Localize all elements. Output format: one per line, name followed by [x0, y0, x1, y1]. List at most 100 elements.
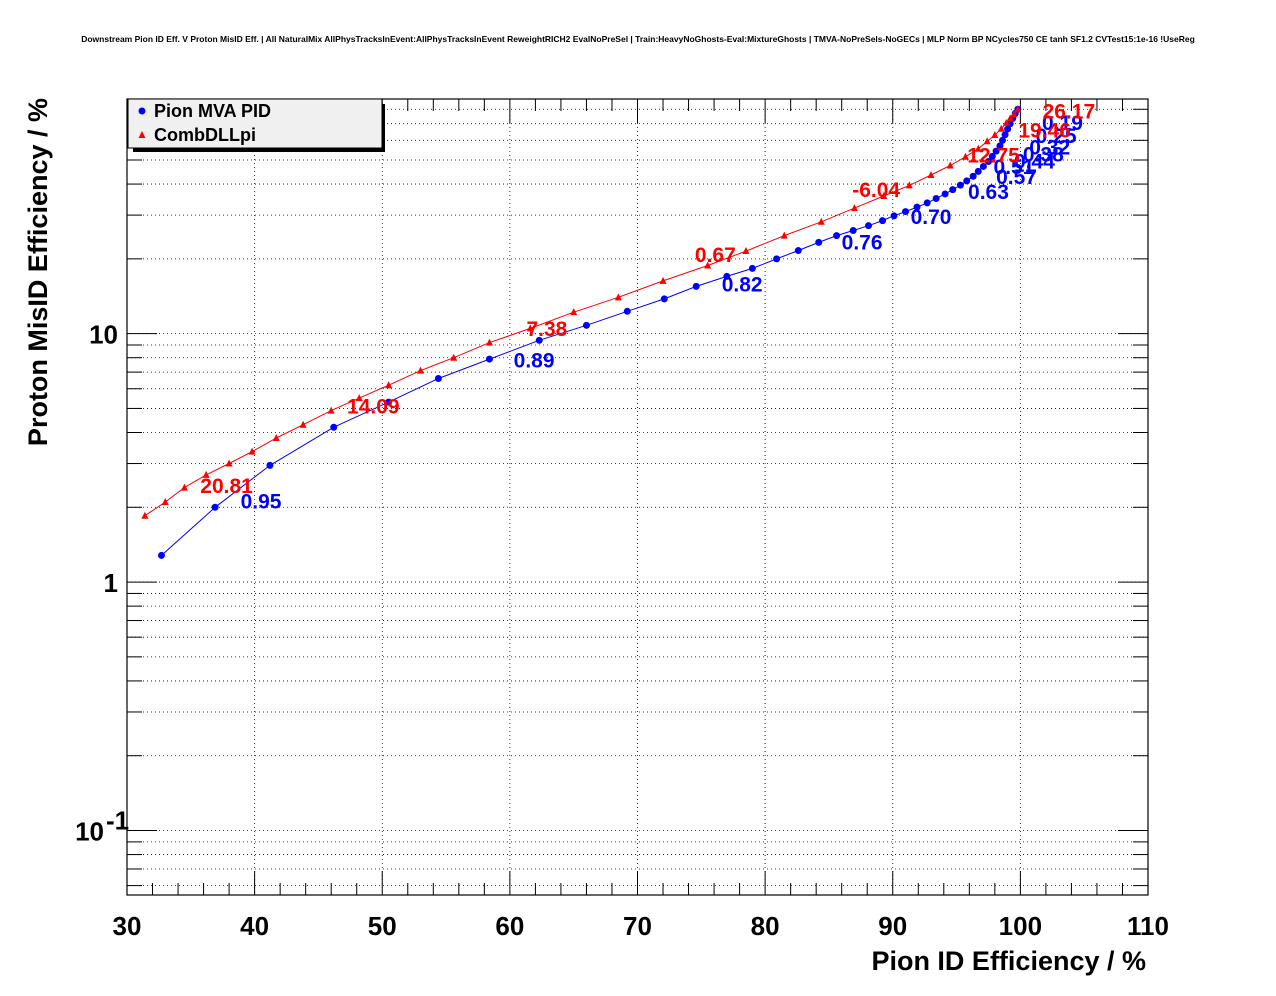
data-point — [983, 137, 991, 145]
data-point — [997, 124, 1005, 132]
point-label: 0.25 — [1036, 125, 1077, 148]
data-point — [941, 190, 949, 198]
data-point — [984, 158, 992, 166]
y-axis-ticks — [127, 108, 1148, 887]
point-label: 26.17 — [1043, 100, 1096, 123]
x-tick-label: 60 — [495, 911, 524, 941]
y-axis-title: Proton MisID Efficiency / % — [23, 98, 53, 446]
data-point — [902, 208, 910, 216]
point-label: 0.63 — [968, 181, 1009, 204]
data-point — [450, 353, 458, 361]
series-pion-mva-pid — [157, 105, 1022, 559]
data-point — [299, 420, 307, 428]
point-label: 0.67 — [695, 244, 736, 267]
point-label: 0.38 — [1023, 144, 1064, 167]
y-tick-label: 10 — [75, 816, 104, 846]
data-point — [817, 217, 825, 225]
data-point — [956, 181, 964, 189]
data-point — [742, 247, 750, 255]
data-point — [880, 192, 888, 200]
x-tick-label: 30 — [113, 911, 142, 941]
data-point — [996, 142, 1004, 150]
data-point — [879, 217, 887, 225]
data-point — [773, 255, 781, 263]
y-tick-label: 1 — [104, 568, 118, 598]
data-point — [723, 272, 731, 280]
data-point — [211, 503, 219, 511]
x-axis-title: Pion ID Efficiency / % — [871, 946, 1146, 976]
data-point — [780, 231, 788, 239]
data-point — [1002, 118, 1010, 126]
point-label: -6.04 — [852, 179, 900, 202]
data-point — [225, 459, 233, 467]
point-label: 0.95 — [241, 490, 282, 513]
chart-title: Downstream Pion ID Eff. V Proton MisID E… — [81, 34, 1195, 44]
data-point — [327, 406, 335, 414]
x-tick-label: 80 — [751, 911, 780, 941]
data-point — [659, 276, 667, 284]
data-point — [905, 181, 913, 189]
x-tick-label: 90 — [878, 911, 907, 941]
point-label: 7.38 — [526, 318, 567, 341]
x-tick-label: 40 — [240, 911, 269, 941]
data-point — [974, 144, 982, 152]
legend: Pion MVA PID CombDLLpi — [127, 98, 385, 152]
point-label: 0.89 — [514, 350, 555, 373]
data-point — [202, 470, 210, 478]
point-label: 14.09 — [347, 395, 400, 418]
data-point — [913, 203, 921, 211]
data-point — [969, 172, 977, 180]
data-point — [890, 212, 898, 220]
data-point — [526, 324, 534, 332]
data-point — [999, 136, 1007, 144]
point-label: 0.57 — [996, 166, 1037, 189]
data-point — [979, 162, 987, 170]
data-point — [535, 336, 543, 344]
data-point — [815, 238, 823, 246]
data-point — [266, 461, 274, 469]
x-tick-label: 50 — [368, 911, 397, 941]
data-point — [1014, 105, 1022, 113]
data-point — [692, 282, 700, 290]
data-point — [1001, 131, 1009, 139]
data-point — [794, 247, 802, 255]
data-point — [485, 338, 493, 346]
point-label: 0.76 — [842, 232, 883, 255]
data-point — [660, 295, 668, 303]
series-combdllpi — [141, 105, 1022, 519]
data-point — [248, 447, 256, 455]
point-label: 0.44 — [1014, 151, 1055, 174]
data-point — [992, 147, 1000, 155]
x-tick-labels: 30 40 50 60 70 80 90 100 110 — [113, 911, 1169, 941]
data-point — [180, 483, 188, 491]
data-point — [927, 171, 935, 179]
data-point — [385, 398, 393, 406]
data-point — [582, 321, 590, 329]
data-point — [434, 374, 442, 382]
data-point — [355, 394, 363, 402]
data-point — [949, 186, 957, 194]
legend-marker — [138, 107, 146, 115]
legend-marker — [138, 131, 146, 138]
data-point — [157, 551, 165, 559]
point-label: 19.46 — [1018, 120, 1071, 143]
data-point — [485, 355, 493, 363]
data-point — [932, 194, 940, 202]
annotations-pion-mva-pid: 0.95 0.89 0.82 0.76 0.70 0.630.570.510.440.38… — [241, 112, 1083, 513]
legend-label: CombDLLpi — [154, 125, 256, 145]
point-label: 0.82 — [722, 273, 763, 296]
y-tick-label-exponent: -1 — [106, 805, 129, 835]
data-point — [614, 293, 622, 301]
data-point — [1006, 114, 1014, 122]
data-point — [850, 204, 858, 212]
data-point — [865, 222, 873, 230]
grid-lines — [127, 99, 1148, 895]
data-point — [1004, 125, 1012, 133]
data-point — [1010, 110, 1018, 118]
x-tick-label: 100 — [999, 911, 1042, 941]
data-point — [963, 177, 971, 185]
data-point — [991, 131, 999, 139]
x-tick-label: 110 — [1127, 911, 1169, 941]
